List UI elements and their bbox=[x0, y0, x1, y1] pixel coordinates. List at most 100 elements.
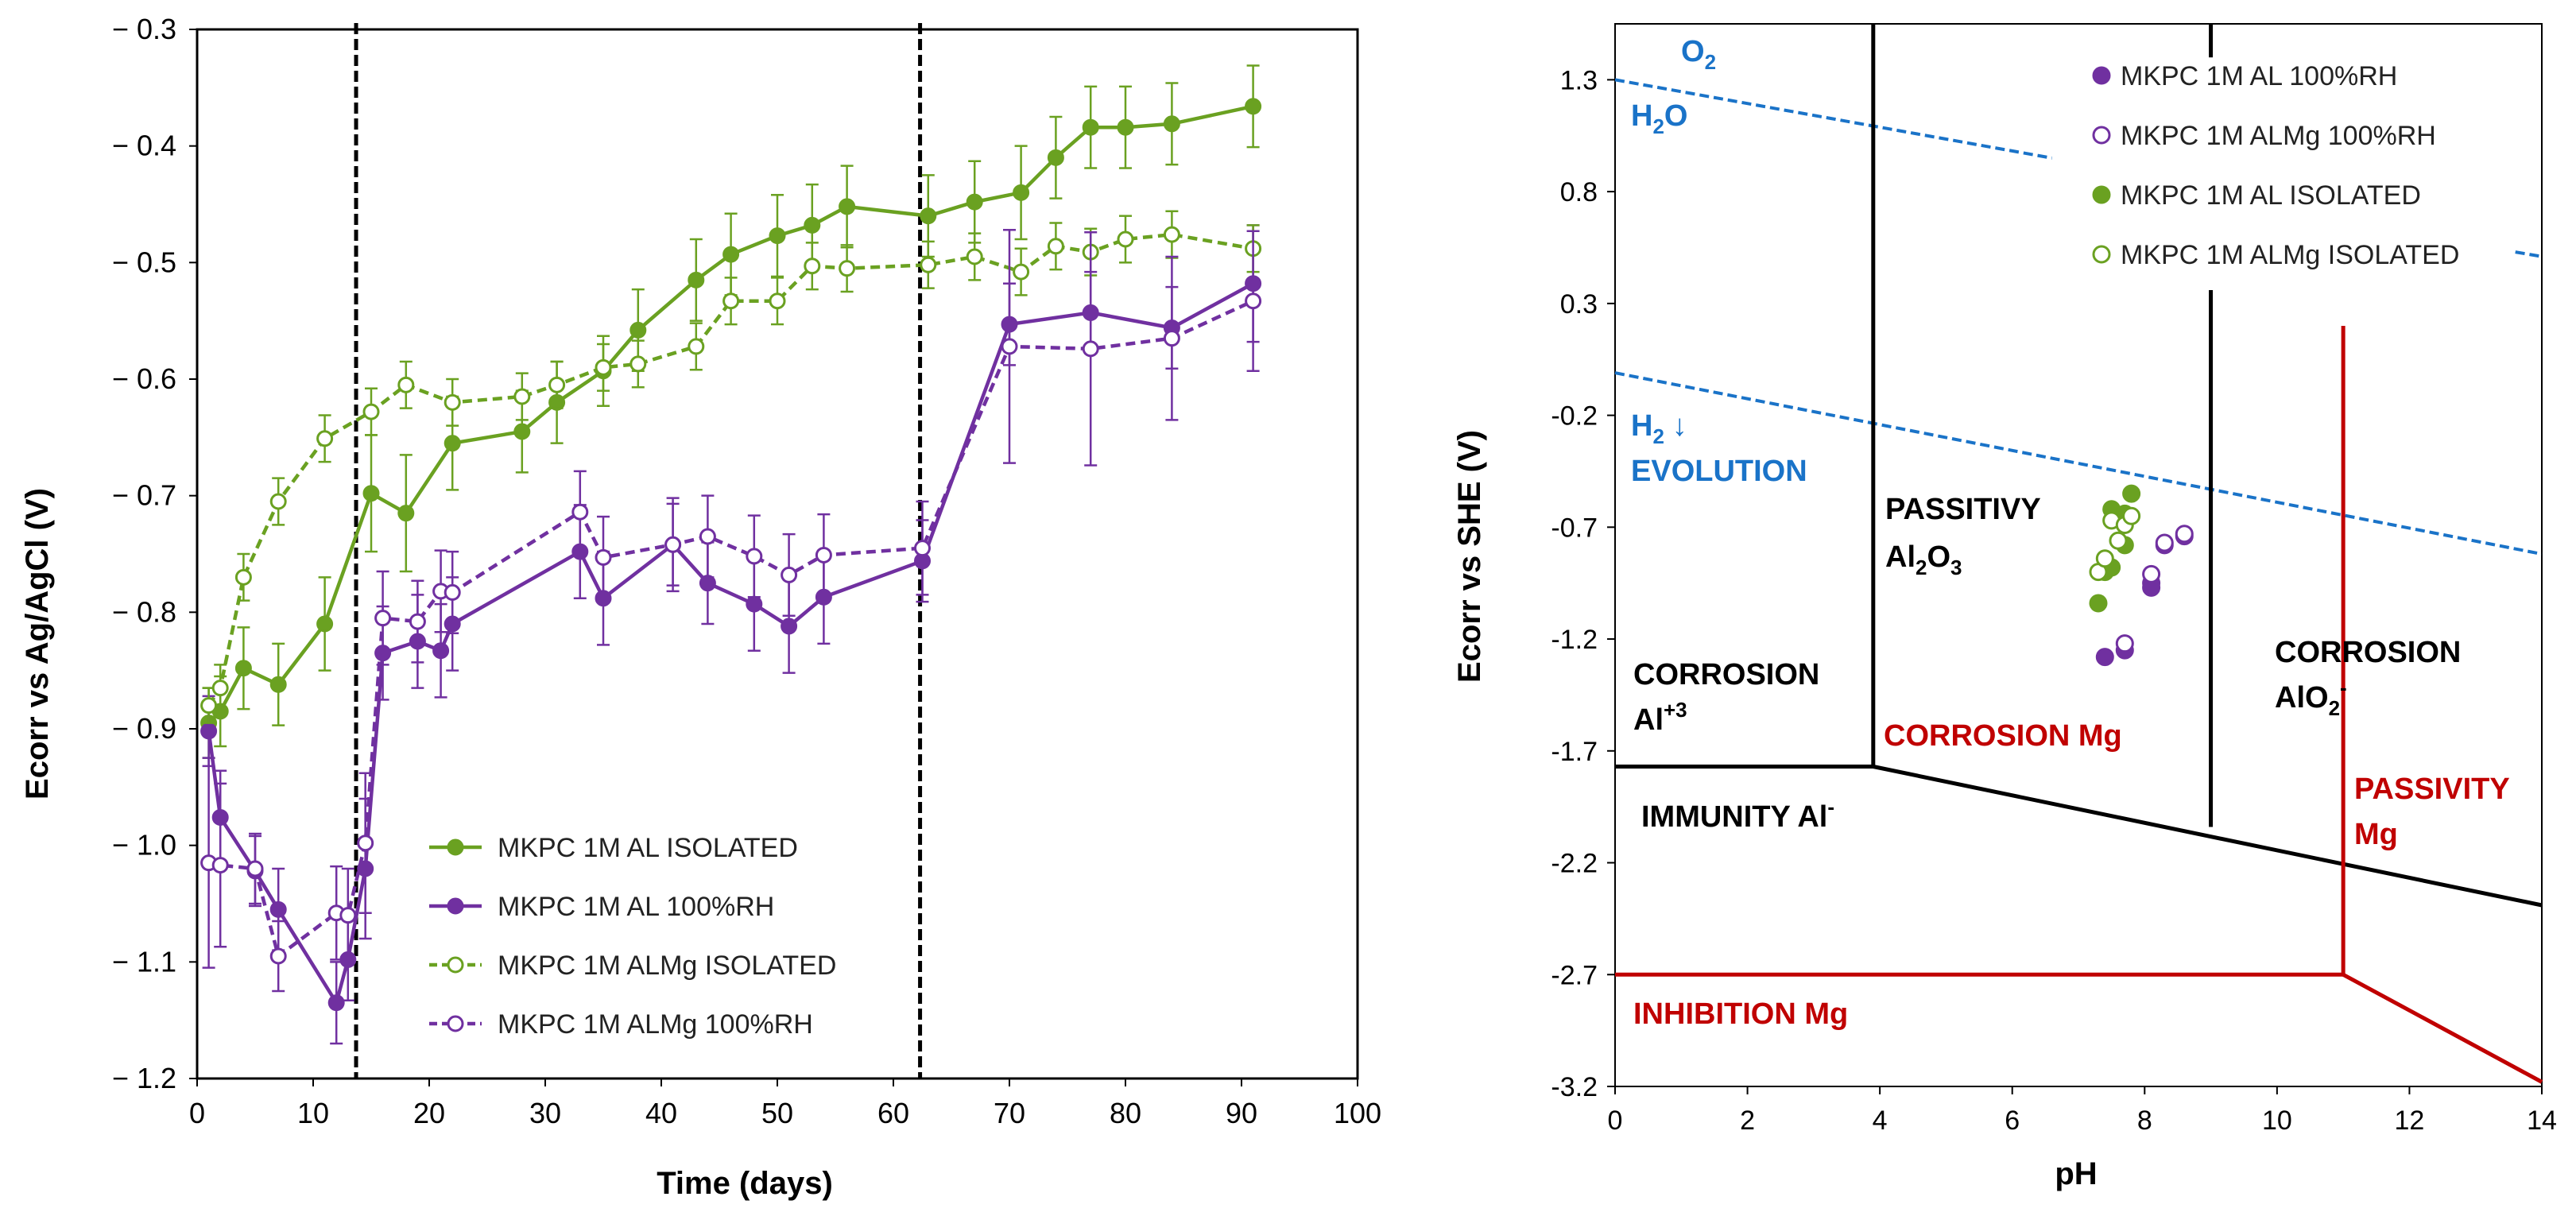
right-x-tick-label: 4 bbox=[1873, 1106, 1888, 1136]
data-point bbox=[664, 536, 682, 553]
oxygen-line bbox=[1614, 78, 2053, 160]
points-mkpc-1m-almg-100-rh bbox=[2115, 525, 2194, 653]
left-tick-labels: 0 10 20 30 40 50 60 70 80 90 100 − 0.3 − 0.4 − 0.5 − 0… bbox=[112, 13, 1381, 1129]
oxygen-line-end bbox=[2515, 250, 2543, 258]
scatter-point bbox=[2175, 525, 2194, 544]
label-evolution: EVOLUTION bbox=[1631, 455, 1807, 488]
label-passivity-mg: PASSIVITY bbox=[2354, 773, 2510, 806]
data-point bbox=[327, 994, 345, 1012]
legend-label: MKPC 1M ALMg 100%RH bbox=[2121, 121, 2436, 151]
label-o2: O2 bbox=[1681, 35, 1716, 74]
left-x-axis-label: Time (days) bbox=[657, 1166, 833, 1201]
right-y-tick-label: -0.2 bbox=[1551, 401, 1598, 432]
legend-marker bbox=[447, 956, 464, 974]
scatter-point bbox=[2095, 648, 2114, 667]
data-point bbox=[444, 583, 461, 601]
left-x-tick-label: 30 bbox=[529, 1097, 561, 1129]
data-point bbox=[397, 376, 415, 393]
data-point bbox=[746, 548, 763, 565]
left-legend: MKPC 1M AL ISOLATED MKPC 1M AL 100%RH MKPC… bbox=[429, 833, 836, 1040]
right-y-tick-label: -0.7 bbox=[1551, 513, 1598, 543]
data-point bbox=[966, 248, 983, 265]
data-point bbox=[804, 216, 821, 234]
data-point bbox=[1082, 118, 1099, 136]
scatter-point bbox=[2095, 549, 2114, 568]
right-y-tick-label: -2.2 bbox=[1551, 849, 1598, 879]
series-mkpc-1m-almg-isolated bbox=[200, 210, 1262, 724]
data-point bbox=[804, 258, 821, 275]
left-y-tick-label: − 0.3 bbox=[112, 13, 176, 45]
data-point bbox=[269, 900, 287, 918]
data-point bbox=[722, 292, 740, 310]
data-point bbox=[362, 485, 380, 502]
data-point bbox=[1117, 230, 1134, 248]
right-y-tick-label: -3.2 bbox=[1551, 1072, 1598, 1102]
data-point bbox=[781, 566, 798, 583]
legend-marker bbox=[2092, 245, 2111, 264]
right-y-tick-label: 0.3 bbox=[1560, 289, 1598, 319]
data-point bbox=[234, 568, 252, 586]
label-passivity: PASSITIVY bbox=[1885, 493, 2041, 526]
data-point bbox=[688, 338, 705, 355]
scatter-point bbox=[2115, 634, 2134, 653]
label-alo2: AlO2- bbox=[2275, 676, 2347, 720]
hydrogen-line bbox=[1614, 371, 2543, 556]
data-point bbox=[914, 540, 931, 557]
data-point bbox=[200, 722, 218, 740]
right-x-tick-label: 14 bbox=[2527, 1106, 2557, 1136]
data-point bbox=[595, 548, 612, 566]
al-immunity-slope bbox=[1873, 765, 2543, 908]
label-h2o: H2O bbox=[1631, 99, 1687, 138]
data-point bbox=[1047, 238, 1064, 255]
data-point bbox=[513, 423, 531, 440]
series-mkpc-1m-almg-100-rh bbox=[200, 229, 1262, 993]
data-point bbox=[571, 503, 589, 521]
legend-entry-mkpc-1m-almg-isolated: MKPC 1M ALMg ISOLATED bbox=[2092, 240, 2459, 270]
left-y-tick-label: − 1.2 bbox=[112, 1062, 176, 1094]
left-x-tick-label: 100 bbox=[1334, 1097, 1381, 1129]
data-point bbox=[688, 271, 705, 289]
left-y-tick-label: − 0.9 bbox=[112, 712, 176, 745]
series-mkpc-1m-al-isolated bbox=[200, 64, 1262, 759]
left-x-tick-label: 70 bbox=[994, 1097, 1025, 1129]
data-point bbox=[1013, 184, 1030, 201]
right-x-tick-label: 8 bbox=[2137, 1106, 2152, 1136]
right-chart: 0 2 4 6 8 10 12 14 1.3 0.8 0.3 -0.2 -0.7 -1.2 -1.7 -2.2… bbox=[1452, 23, 2557, 1191]
label-h2: H2 ↓ bbox=[1631, 409, 1687, 448]
right-scatter-points bbox=[2089, 484, 2194, 667]
legend-entry-mkpc-1m-al-100-rh: MKPC 1M AL 100%RH bbox=[429, 892, 774, 922]
left-y-tick-label: − 0.5 bbox=[112, 246, 176, 278]
scatter-point bbox=[2155, 533, 2174, 552]
data-point bbox=[629, 355, 647, 373]
data-point bbox=[548, 376, 566, 393]
legend-entry-mkpc-1m-al-isolated: MKPC 1M AL ISOLATED bbox=[429, 833, 798, 863]
scatter-point bbox=[2089, 594, 2108, 613]
data-point bbox=[699, 528, 716, 545]
data-point bbox=[920, 256, 937, 273]
data-point bbox=[1163, 226, 1180, 243]
left-y-axis-label: Ecorr vs Ag/AgCl (V) bbox=[20, 488, 55, 800]
data-point bbox=[1163, 330, 1180, 347]
legend-entry-mkpc-1m-almg-100-rh: MKPC 1M ALMg 100%RH bbox=[2092, 121, 2436, 151]
legend-marker bbox=[447, 838, 464, 856]
data-point bbox=[246, 860, 264, 877]
data-point bbox=[339, 907, 357, 924]
left-x-tick-label: 50 bbox=[761, 1097, 793, 1129]
data-point bbox=[234, 660, 252, 677]
left-y-tick-label: − 0.7 bbox=[112, 479, 176, 512]
data-point bbox=[409, 613, 426, 630]
label-immunity: IMMUNITY Al- bbox=[1641, 795, 1834, 834]
legend-label: MKPC 1M AL ISOLATED bbox=[2121, 180, 2421, 211]
label-mg: Mg bbox=[2354, 818, 2398, 851]
right-y-tick-label: 0.8 bbox=[1560, 177, 1598, 207]
legend-marker bbox=[2092, 66, 2111, 85]
right-x-tick-label: 10 bbox=[2262, 1106, 2292, 1136]
data-point bbox=[1117, 118, 1134, 136]
right-plot-area bbox=[1614, 23, 2543, 1087]
legend-entry-mkpc-1m-al-isolated: MKPC 1M AL ISOLATED bbox=[2092, 180, 2421, 211]
right-y-tick-label: -1.7 bbox=[1551, 737, 1598, 767]
right-x-tick-label: 12 bbox=[2395, 1106, 2425, 1136]
right-y-tick-label: -2.7 bbox=[1551, 960, 1598, 990]
legend-label: MKPC 1M ALMg ISOLATED bbox=[2121, 240, 2459, 270]
